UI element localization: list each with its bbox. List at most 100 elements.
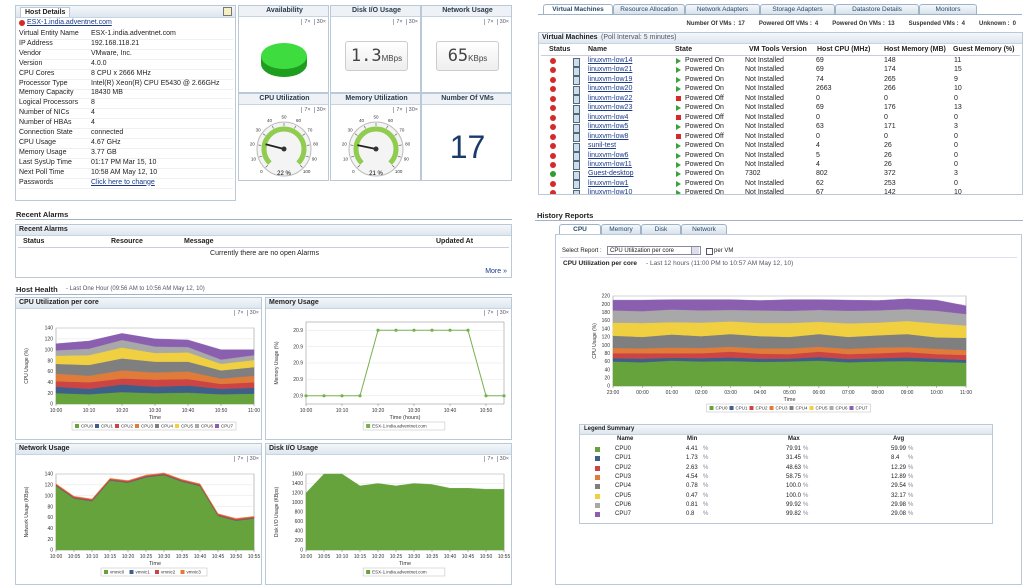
vm-name[interactable]: Guest-desktop (588, 170, 634, 178)
report-select[interactable]: CPU Utilization per core (607, 246, 701, 255)
legend-label: CPU6 (201, 424, 214, 429)
legend-box (362, 421, 446, 431)
y-tick-label: 800 (295, 510, 304, 516)
vm-tools: Not Installed (745, 123, 784, 131)
widget-title: Disk I/O Usage (351, 7, 402, 14)
state-icon (676, 152, 681, 159)
period-button[interactable]: 30× (405, 107, 418, 113)
vm-guest-mem: 0 (954, 142, 958, 150)
panel-header (539, 33, 1022, 44)
period-button[interactable]: 7× (393, 19, 403, 25)
x-tick-label: 23:00 (607, 390, 620, 396)
gauge-tick-label: 50 (373, 115, 379, 120)
y-tick-label: 80 (604, 351, 610, 357)
x-tick-label: 10:10 (336, 554, 349, 560)
legend-swatch (175, 424, 179, 428)
row-divider (18, 78, 233, 80)
section-rule (15, 219, 512, 220)
legend-swatch (115, 424, 119, 428)
tab[interactable]: Datastore Details (835, 4, 919, 14)
y-tick-label: 1000 (292, 500, 303, 506)
legend-label: CPU6 (836, 406, 849, 411)
vm-name[interactable]: linuxvm-low8 (588, 132, 629, 140)
legend-swatch (849, 406, 854, 410)
period-button[interactable]: 30× (246, 456, 259, 462)
tab[interactable]: Memory (601, 224, 641, 234)
x-tick-label: 07:00 (842, 390, 855, 396)
detail-value: 10:58 AM May 12, 10 (91, 168, 158, 176)
vm-name[interactable]: linuxvm-low21 (588, 66, 633, 74)
display-value: 65 (447, 46, 469, 66)
vm-name[interactable]: linuxvm-low5 (588, 123, 629, 131)
vm-name[interactable]: linuxvm-low10 (588, 189, 633, 195)
legend-swatch (366, 424, 371, 428)
vm-name[interactable]: linuxvm-low22 (588, 94, 633, 102)
tab[interactable]: Resource Allocation (613, 4, 685, 14)
tab[interactable]: Storage Adapters (760, 4, 835, 14)
vm-name[interactable]: linuxvm-low1 (588, 179, 629, 187)
more-link[interactable]: More » (485, 268, 507, 275)
vm-name[interactable]: linuxvm-low14 (588, 57, 633, 64)
vm-name[interactable]: linuxvm-low4 (588, 113, 629, 121)
legend-box (71, 421, 237, 431)
y-axis-label: Disk I/O Usage (KBps) (274, 487, 280, 538)
tab[interactable]: CPU (559, 224, 601, 234)
period-button[interactable]: 30× (246, 310, 259, 316)
x-axis-label: Time (hours) (390, 415, 421, 421)
vm-cpu: 69 (816, 66, 824, 74)
x-tick-label: 11:00 (248, 408, 260, 414)
period-button[interactable]: 7× (484, 456, 494, 462)
vm-name[interactable]: linuxvm-low20 (588, 85, 633, 93)
tab[interactable]: Virtual Machines (543, 4, 613, 14)
period-button[interactable]: 30× (405, 19, 418, 25)
edit-icon[interactable] (223, 7, 232, 16)
vm-mem: 265 (884, 75, 896, 83)
period-controls: 7× 30× (231, 310, 259, 316)
header-rule (541, 55, 1020, 56)
period-button[interactable]: 7× (234, 456, 244, 462)
vm-name[interactable]: linuxvm-low11 (588, 160, 632, 168)
vm-name[interactable]: linuxvm-low6 (588, 151, 629, 159)
tab[interactable]: Network Adapters (685, 4, 760, 14)
x-tick-label: 10:55 (248, 554, 261, 560)
x-tick-label: 04:00 (754, 390, 767, 396)
period-button[interactable]: 30× (496, 456, 509, 462)
vm-name[interactable]: linuxvm-low19 (588, 75, 633, 83)
tab[interactable]: Disk (641, 224, 681, 234)
period-button[interactable]: 7× (234, 310, 244, 316)
legend-label: CPU5 (181, 424, 194, 429)
x-tick-label: 10:20 (372, 554, 385, 560)
detail-value[interactable]: Click here to change (91, 178, 155, 186)
vm-mem: 174 (884, 66, 896, 74)
alarm-message: Currently there are no open Alarms (210, 250, 319, 257)
x-tick-label: 10:20 (116, 408, 129, 414)
period-button[interactable]: 30× (496, 310, 509, 316)
vm-cpu: 67 (816, 189, 824, 195)
period-button[interactable]: 7× (301, 19, 311, 25)
period-button[interactable]: 30× (496, 19, 509, 25)
alarm-column: Status (23, 238, 45, 245)
vm-name[interactable]: sunil-test (588, 142, 617, 150)
period-button[interactable]: 7× (484, 19, 494, 25)
legend-label: CPU0 (81, 424, 94, 429)
legend-swatch (829, 406, 834, 410)
period-button[interactable]: 30× (313, 19, 326, 25)
host-link[interactable]: ESX-1.india.adventnet.com (27, 19, 112, 26)
legend-label: CPU3 (776, 406, 789, 411)
period-button[interactable]: 30× (313, 107, 326, 113)
vm-name[interactable]: linuxvm-low23 (588, 104, 633, 112)
alarms-title: Recent Alarms (19, 226, 68, 233)
tab[interactable]: Monitors (919, 4, 977, 14)
tab[interactable]: Network (681, 224, 727, 234)
period-button[interactable]: 7× (484, 310, 494, 316)
per-vm-checkbox[interactable] (706, 248, 713, 255)
period-controls: 7× 30× (231, 456, 259, 462)
x-tick-label: 10:50 (480, 408, 493, 414)
detail-label: CPU Usage (19, 138, 56, 146)
vm-tools: Not Installed (745, 85, 784, 93)
period-button[interactable]: 7× (301, 107, 311, 113)
period-button[interactable]: 7× (393, 107, 403, 113)
detail-value: VMware, Inc. (91, 49, 132, 57)
per-vm-label: per VM (714, 248, 734, 254)
gauge-tick-label: 0 (260, 169, 263, 174)
